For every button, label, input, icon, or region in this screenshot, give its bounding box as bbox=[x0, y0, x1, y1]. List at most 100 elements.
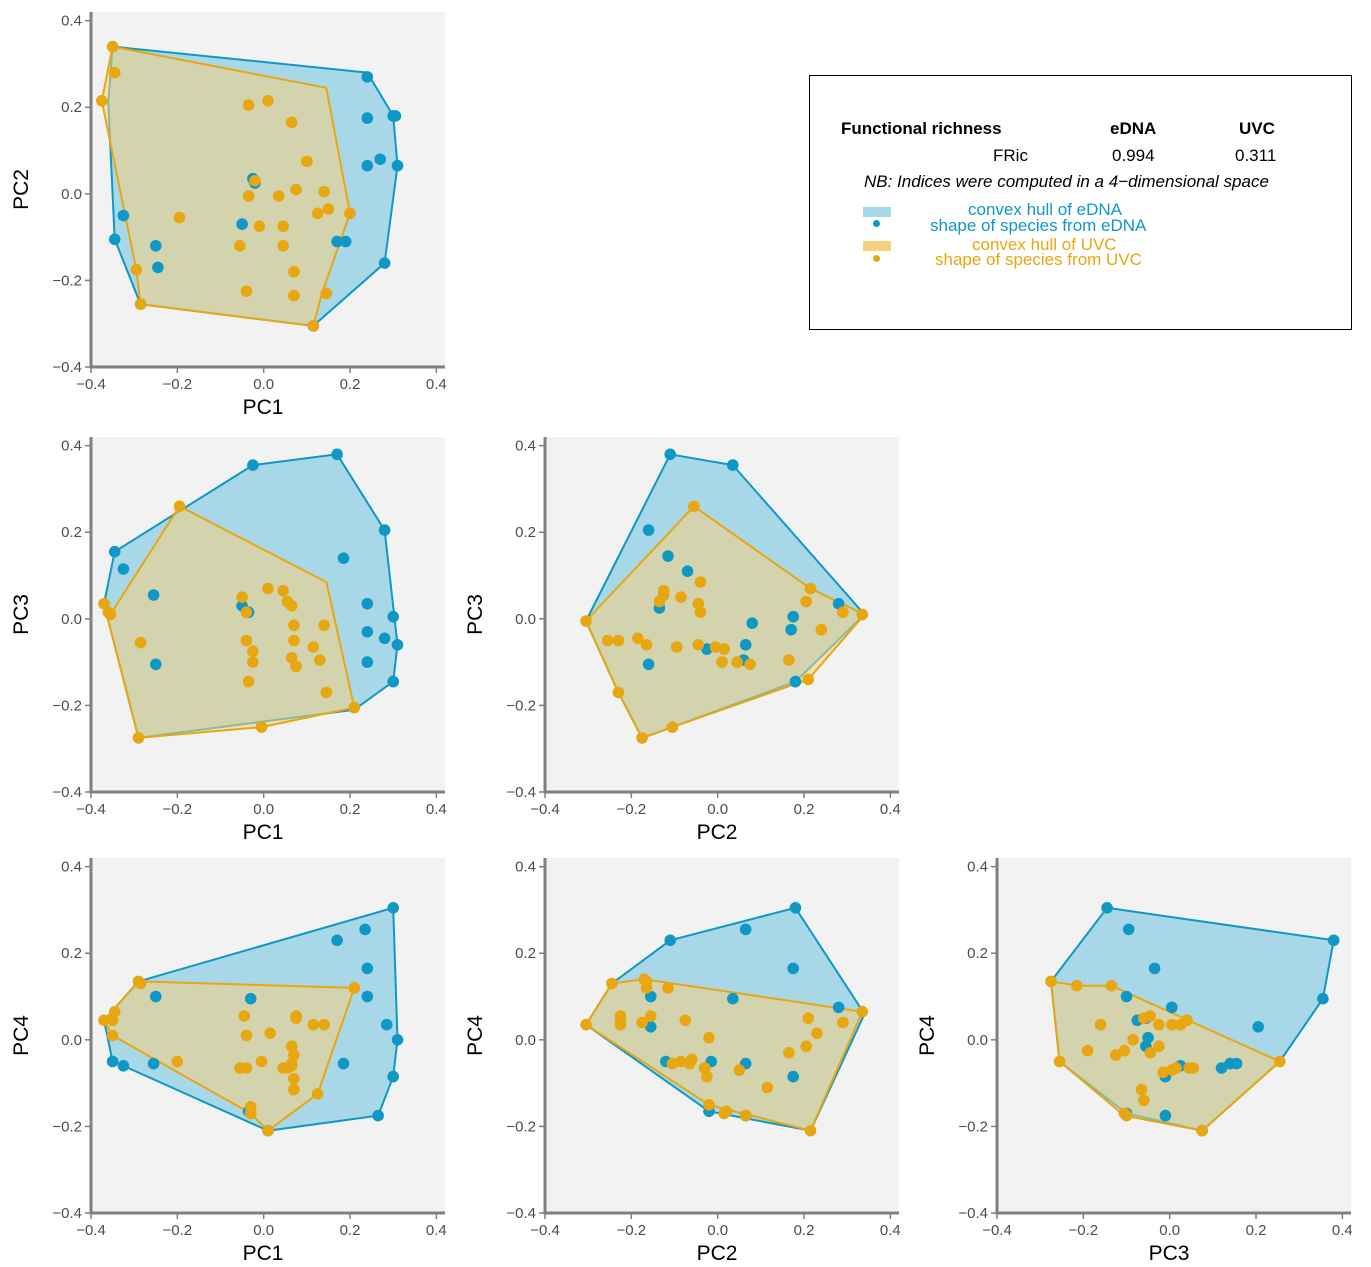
uvc-species-point bbox=[718, 643, 730, 655]
edna-species-point bbox=[787, 1070, 799, 1083]
edna-species-point bbox=[361, 626, 374, 638]
uvc-species-point bbox=[612, 634, 625, 647]
edna-species-point bbox=[361, 597, 374, 610]
uvc-species-point bbox=[240, 1062, 253, 1074]
uvc-species-point bbox=[1170, 1062, 1182, 1074]
x-tick-label: 0.4 bbox=[426, 1222, 447, 1239]
edna-species-point bbox=[380, 1018, 393, 1031]
uvc-species-dot bbox=[873, 255, 880, 262]
edna-species-point bbox=[361, 112, 374, 124]
uvc-species-point bbox=[301, 155, 313, 168]
edna-species-point bbox=[361, 962, 374, 975]
edna-species-point bbox=[642, 658, 655, 671]
uvc-species-point bbox=[288, 1073, 300, 1085]
uvc-convex-hull bbox=[100, 45, 351, 327]
uvc-species-point bbox=[106, 1029, 119, 1042]
uvc-species-point bbox=[240, 1029, 253, 1042]
x-tick-label: 0.0 bbox=[253, 376, 274, 393]
uvc-species-point bbox=[800, 595, 812, 608]
edna-species-point bbox=[152, 261, 164, 274]
edna-species-point bbox=[645, 1021, 657, 1033]
uvc-species-point bbox=[288, 619, 300, 632]
uvc-species-point bbox=[683, 1057, 696, 1070]
x-tick-label: 0.4 bbox=[426, 376, 447, 393]
uvc-species-point bbox=[1118, 1107, 1131, 1120]
y-tick-label: −0.2 bbox=[52, 272, 82, 289]
x-tick-label: 0.4 bbox=[880, 801, 901, 818]
legend-note: NB: Indices were computed in a 4−dimensi… bbox=[864, 172, 1269, 191]
legend-edna-hull-label: convex hull of eDNA bbox=[968, 200, 1123, 219]
uvc-species-point bbox=[173, 211, 186, 224]
uvc-species-point bbox=[264, 1027, 277, 1040]
uvc-species-point bbox=[288, 266, 300, 278]
legend-fric-label: FRic bbox=[993, 146, 1028, 165]
uvc-species-point bbox=[255, 721, 268, 733]
uvc-species-point bbox=[1138, 1094, 1150, 1107]
y-tick-label: 0.2 bbox=[61, 945, 82, 962]
edna-species-point bbox=[1159, 1109, 1172, 1122]
edna-species-point bbox=[339, 235, 352, 248]
edna-species-point bbox=[106, 1055, 119, 1068]
uvc-species-point bbox=[632, 632, 644, 645]
edna-species-point bbox=[387, 675, 400, 688]
edna-species-point bbox=[361, 656, 374, 668]
y-axis-label: PC3 bbox=[464, 594, 487, 635]
edna-species-point bbox=[1120, 990, 1133, 1003]
uvc-species-point bbox=[703, 1031, 715, 1044]
uvc-species-point bbox=[318, 185, 330, 198]
uvc-species-point bbox=[837, 1016, 849, 1029]
edna-species-point bbox=[361, 159, 374, 172]
uvc-species-point bbox=[1174, 1018, 1187, 1031]
uvc-species-point bbox=[606, 977, 618, 990]
uvc-species-point bbox=[1187, 1062, 1200, 1074]
edna-species-point bbox=[391, 1034, 404, 1046]
uvc-species-point bbox=[783, 1047, 795, 1059]
uvc-species-point bbox=[134, 298, 147, 311]
x-tick-label: −0.4 bbox=[530, 1222, 560, 1239]
uvc-species-point bbox=[288, 289, 300, 302]
uvc-species-point bbox=[733, 1064, 746, 1076]
x-tick-label: −0.2 bbox=[163, 376, 193, 393]
x-axis-label: PC1 bbox=[243, 1242, 284, 1265]
uvc-species-point bbox=[1105, 979, 1118, 992]
uvc-species-point bbox=[856, 1005, 869, 1018]
edna-species-point bbox=[150, 240, 162, 252]
uvc-species-point bbox=[285, 652, 298, 664]
uvc-species-point bbox=[580, 615, 592, 627]
uvc-species-point bbox=[640, 982, 653, 994]
y-tick-label: −0.2 bbox=[52, 1118, 82, 1135]
uvc-species-point bbox=[311, 1088, 324, 1100]
x-axis-label: PC2 bbox=[697, 1242, 738, 1265]
x-tick-label: −0.2 bbox=[163, 1222, 193, 1239]
uvc-species-point bbox=[636, 1016, 648, 1029]
y-tick-label: 0.2 bbox=[967, 945, 988, 962]
uvc-species-point bbox=[281, 1062, 294, 1074]
legend-uvc-hull-label: convex hull of UVC bbox=[972, 235, 1117, 254]
uvc-species-point bbox=[612, 686, 625, 699]
uvc-species-point bbox=[307, 320, 320, 332]
uvc-species-point bbox=[171, 1055, 184, 1068]
panel-pc1-pc3: −0.4 −0.2 0.0 0.2 0.4 −0.4 −0.2 0.0 0.2 0.4 PC1 PC3 bbox=[10, 437, 447, 844]
uvc-species-point bbox=[1081, 1044, 1094, 1057]
uvc-species-point bbox=[242, 675, 255, 688]
uvc-species-point bbox=[238, 1010, 251, 1022]
edna-species-point bbox=[117, 1060, 130, 1072]
uvc-species-point bbox=[701, 1070, 713, 1083]
edna-species-point bbox=[247, 459, 259, 471]
uvc-species-point bbox=[288, 1083, 300, 1096]
uvc-species-point bbox=[703, 1099, 715, 1111]
y-tick-label: 0.0 bbox=[61, 1032, 82, 1049]
uvc-species-point bbox=[1053, 1055, 1066, 1068]
uvc-species-point bbox=[1166, 1018, 1178, 1031]
uvc-species-point bbox=[262, 582, 274, 595]
uvc-hull-swatch bbox=[863, 241, 891, 251]
uvc-species-point bbox=[800, 1040, 812, 1053]
uvc-species-point bbox=[240, 634, 253, 647]
y-axis-label: PC4 bbox=[916, 1015, 939, 1056]
x-tick-label: −0.4 bbox=[530, 801, 560, 818]
edna-hull-swatch bbox=[863, 207, 891, 217]
uvc-species-point bbox=[307, 641, 320, 653]
edna-species-point bbox=[1317, 992, 1329, 1005]
uvc-species-point bbox=[1118, 1044, 1131, 1057]
x-tick-label: −0.2 bbox=[163, 801, 193, 818]
